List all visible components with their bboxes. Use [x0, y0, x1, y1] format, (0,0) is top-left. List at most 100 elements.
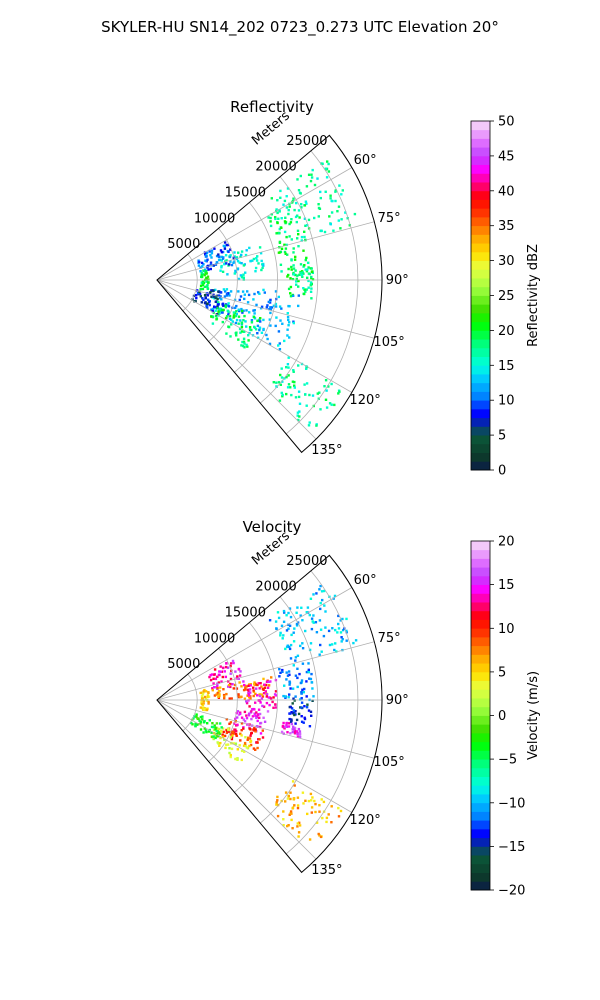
echo-gate — [253, 309, 256, 312]
echo-gate — [262, 716, 265, 719]
echo-gate — [276, 799, 279, 802]
echo-gate — [323, 604, 326, 607]
echo-gate — [327, 385, 330, 388]
echo-gate — [303, 292, 306, 296]
echo-gate — [245, 701, 249, 705]
echo-gate — [199, 266, 202, 269]
echo-gate — [252, 728, 255, 731]
echo-gate — [280, 270, 283, 273]
echo-gate — [223, 241, 227, 244]
echo-gate — [248, 326, 252, 329]
echo-gate — [292, 664, 295, 667]
echo-gate — [212, 728, 216, 732]
echo-gate — [293, 384, 296, 387]
echo-gate — [239, 255, 242, 258]
echo-gate — [237, 677, 240, 680]
echo-gate — [243, 297, 246, 301]
echo-gate — [203, 294, 207, 297]
echo-gate — [244, 736, 247, 739]
echo-gate — [296, 237, 299, 240]
echo-gate — [276, 199, 279, 202]
echo-gate — [309, 792, 313, 796]
echo-gate — [202, 690, 205, 693]
echo-gate — [336, 210, 339, 213]
echo-gate — [283, 220, 287, 223]
echo-gate — [294, 255, 297, 259]
echo-gate — [285, 392, 288, 396]
radial-tick-label: 20000 — [255, 580, 296, 595]
echo-gate — [277, 330, 281, 333]
echo-gate — [256, 336, 260, 339]
echo-gate — [300, 606, 303, 609]
echo-gate — [307, 424, 311, 427]
echo-gate — [305, 185, 309, 188]
echo-gate — [246, 301, 250, 304]
colorbar-swatch — [471, 199, 490, 209]
echo-gate — [328, 402, 332, 405]
echo-gate — [227, 685, 230, 688]
echo-gate — [296, 654, 300, 657]
echo-gate — [248, 694, 251, 697]
radial-tick-label: 10000 — [194, 211, 235, 226]
echo-gate — [249, 684, 252, 687]
colorbar-swatch — [471, 575, 490, 586]
echo-gate — [308, 393, 311, 397]
echo-gate — [354, 639, 358, 642]
echo-gate — [240, 307, 243, 311]
echo-gate — [304, 629, 307, 633]
echo-gate — [312, 695, 315, 698]
echo-gate — [282, 620, 286, 623]
colorbar-swatch — [471, 732, 490, 743]
echo-gate — [238, 744, 241, 747]
echo-gate — [233, 728, 236, 731]
echo-gate — [275, 232, 278, 235]
echo-gate — [232, 732, 235, 735]
echo-gate — [297, 245, 300, 248]
colorbar-swatch — [471, 147, 490, 157]
echo-gate — [305, 288, 308, 291]
echo-region — [268, 584, 358, 662]
echo-gate — [268, 301, 272, 304]
echo-gate — [218, 744, 221, 747]
echo-gate — [320, 798, 323, 801]
echo-gate — [268, 619, 272, 622]
echo-gate — [297, 279, 300, 283]
echo-gate — [239, 319, 242, 322]
colorbar-swatch — [471, 671, 490, 682]
colorbar-tick-label: 5 — [498, 665, 506, 680]
echo-gate — [237, 695, 240, 698]
echo-gate — [262, 688, 265, 691]
echo-gate — [292, 369, 295, 372]
echo-gate — [327, 813, 330, 816]
echo-gate — [252, 747, 256, 750]
echo-region — [288, 697, 314, 728]
figure-suptitle: SKYLER-HU SN14_202 0723_0.273 UTC Elevat… — [101, 18, 499, 37]
echo-gate — [309, 290, 313, 293]
angle-tick-label: 135° — [311, 443, 342, 458]
echo-gate — [275, 627, 278, 631]
echo-gate — [207, 700, 210, 704]
echo-gate — [230, 697, 233, 700]
echo-gate — [258, 292, 261, 295]
echo-gate — [281, 637, 284, 640]
echo-gate — [288, 813, 291, 816]
echo-gate — [215, 254, 219, 258]
echo-region — [243, 678, 278, 709]
echo-gate — [223, 695, 226, 698]
echo-gate — [287, 623, 290, 626]
echo-gate — [302, 802, 305, 805]
echo-gate — [294, 722, 297, 725]
echo-gate — [293, 386, 296, 389]
echo-gate — [248, 688, 252, 691]
echo-gate — [239, 739, 242, 742]
echo-gate — [337, 205, 341, 208]
echo-gate — [245, 714, 248, 717]
echo-gate — [195, 296, 198, 300]
echo-gate — [295, 201, 298, 205]
echo-gate — [300, 206, 303, 209]
echo-gate — [203, 688, 206, 692]
echo-gate — [222, 288, 226, 291]
colorbar-swatch — [471, 295, 490, 305]
echo-gate — [217, 681, 220, 684]
radial-tick-label: 10000 — [194, 631, 235, 646]
